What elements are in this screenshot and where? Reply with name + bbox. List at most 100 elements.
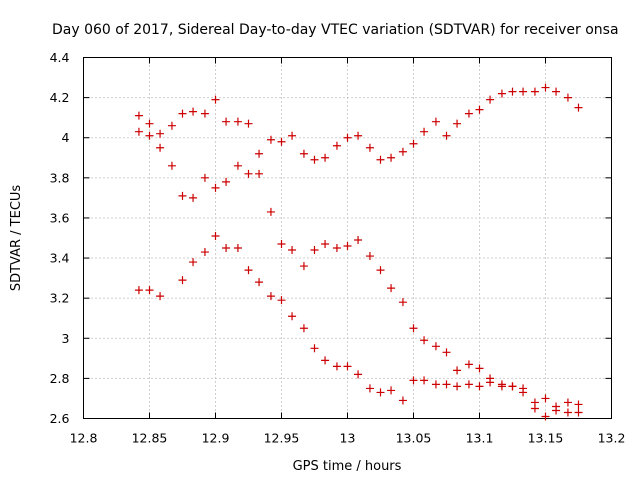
data-point <box>354 370 363 379</box>
data-point <box>398 298 407 307</box>
y-axis-ticks: 2.6 2.8 3 3.2 3.4 3.6 3.8 4 4.2 4.4 <box>50 50 612 426</box>
data-point <box>167 161 176 170</box>
data-point <box>222 177 231 186</box>
data-point <box>145 131 154 140</box>
data-point <box>332 362 341 371</box>
data-point <box>145 286 154 295</box>
data-point <box>574 408 583 417</box>
data-point <box>563 93 572 102</box>
y-tick-label: 4 <box>62 130 70 145</box>
data-point <box>519 87 528 96</box>
data-point <box>266 207 275 216</box>
data-point <box>189 258 198 267</box>
data-point <box>442 131 451 140</box>
data-point <box>431 380 440 389</box>
data-point <box>453 382 462 391</box>
data-point <box>552 87 561 96</box>
data-point <box>288 246 297 255</box>
data-point <box>266 292 275 301</box>
y-tick-label: 2.6 <box>50 411 70 426</box>
data-point <box>277 137 286 146</box>
y-tick-label: 3.8 <box>50 170 70 185</box>
data-point <box>409 139 418 148</box>
y-tick-label: 3.2 <box>50 291 70 306</box>
data-point <box>200 109 209 118</box>
data-point <box>574 400 583 409</box>
data-point <box>167 121 176 130</box>
x-tick-label: 12.8 <box>70 431 98 446</box>
y-tick-label: 2.8 <box>50 371 70 386</box>
x-tick-label: 12.95 <box>264 431 300 446</box>
data-point <box>200 248 209 257</box>
data-point <box>189 107 198 116</box>
y-tick-label: 3.6 <box>50 210 70 225</box>
data-point <box>387 153 396 162</box>
data-point <box>365 143 374 152</box>
data-point <box>530 87 539 96</box>
x-tick-label: 13.05 <box>396 431 432 446</box>
data-point <box>398 147 407 156</box>
data-point <box>145 119 154 128</box>
data-point <box>288 312 297 321</box>
x-tick-label: 13 <box>340 431 356 446</box>
data-point <box>563 398 572 407</box>
data-point <box>376 155 385 164</box>
data-point <box>398 396 407 405</box>
x-tick-label: 13.15 <box>528 431 564 446</box>
data-point <box>365 384 374 393</box>
data-point <box>178 276 187 285</box>
y-axis-label: SDTVAR / TECUs <box>9 185 24 292</box>
data-point <box>233 117 242 126</box>
data-point <box>321 356 330 365</box>
data-point <box>486 95 495 104</box>
data-point <box>156 129 165 138</box>
data-point <box>255 278 264 287</box>
data-point <box>233 244 242 253</box>
data-point <box>244 119 253 128</box>
data-point <box>530 404 539 413</box>
data-point <box>508 382 517 391</box>
data-point <box>156 143 165 152</box>
data-point <box>420 376 429 385</box>
data-point <box>211 95 220 104</box>
y-tick-label: 4.4 <box>50 50 70 65</box>
data-point <box>178 191 187 200</box>
data-point <box>200 173 209 182</box>
data-point <box>354 236 363 245</box>
data-point <box>519 388 528 397</box>
data-point <box>541 394 550 403</box>
data-point <box>574 103 583 112</box>
data-point <box>442 348 451 357</box>
data-point <box>134 286 143 295</box>
data-point <box>222 117 231 126</box>
x-tick-label: 12.9 <box>202 431 230 446</box>
data-point <box>178 109 187 118</box>
data-point <box>541 412 550 421</box>
data-point <box>552 406 561 415</box>
data-point <box>453 366 462 375</box>
data-point <box>409 376 418 385</box>
data-point <box>497 89 506 98</box>
data-point <box>464 380 473 389</box>
data-point <box>310 155 319 164</box>
y-tick-label: 3 <box>62 331 70 346</box>
data-point <box>244 266 253 275</box>
data-point <box>277 296 286 305</box>
data-points <box>134 83 583 421</box>
x-axis-ticks: 12.8 12.85 12.9 12.95 13 13.05 13.1 13.15 13.2 <box>70 57 625 446</box>
data-point <box>475 364 484 373</box>
data-point <box>508 87 517 96</box>
chart-title: Day 060 of 2017, Sidereal Day-to-day VTE… <box>52 22 619 38</box>
data-point <box>222 244 231 253</box>
data-point <box>541 83 550 92</box>
x-axis-label: GPS time / hours <box>293 459 402 474</box>
data-point <box>255 169 264 178</box>
data-point <box>310 344 319 353</box>
data-point <box>365 252 374 261</box>
data-point <box>343 242 352 251</box>
data-point <box>233 161 242 170</box>
data-point <box>486 378 495 387</box>
data-point <box>376 388 385 397</box>
data-point <box>464 109 473 118</box>
